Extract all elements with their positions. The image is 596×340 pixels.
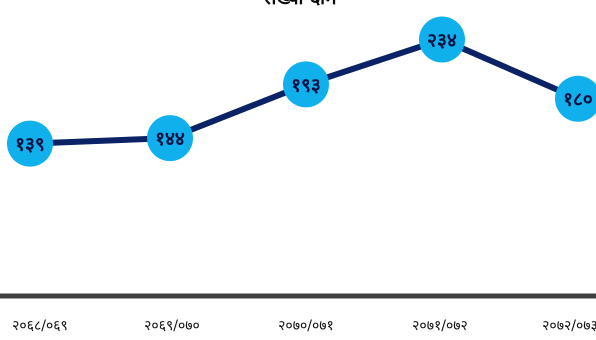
- x-tick-label: २०७०/०७१: [278, 318, 334, 334]
- data-markers: [7, 16, 596, 167]
- x-tick-label: २०६९/०७०: [144, 318, 200, 334]
- data-labels: १३९ १४४ १९३ २३४ १८०: [15, 30, 593, 156]
- data-point-marker: [419, 16, 465, 63]
- x-tick-labels: २०६८/०६९ २०६९/०७० २०७०/०७१ २०७१/०७२ २०७२/०७३: [12, 318, 596, 334]
- x-tick-label: २०६८/०६९: [12, 318, 68, 334]
- data-point-marker: [147, 115, 193, 162]
- data-label: १९३: [291, 74, 321, 96]
- data-point-marker: [555, 75, 596, 122]
- x-tick-label: २०७१/०७२: [412, 318, 468, 334]
- chart-title: संख्या दाम: [263, 0, 338, 9]
- data-label: १८०: [563, 89, 593, 111]
- data-point-marker: [283, 61, 329, 108]
- data-point-marker: [7, 120, 53, 167]
- data-label: १४४: [155, 128, 185, 150]
- data-label: १३९: [15, 134, 45, 156]
- data-label: २३४: [427, 30, 457, 52]
- x-tick-label: २०७२/०७३: [542, 318, 596, 334]
